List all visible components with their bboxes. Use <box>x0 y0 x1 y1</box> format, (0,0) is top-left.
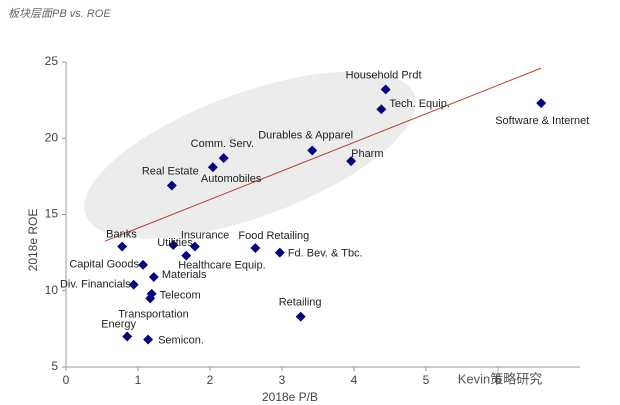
watermark: Kevin策略研究 <box>458 371 543 386</box>
point-label: Software & Internet <box>495 115 589 127</box>
point <box>143 334 154 345</box>
x-tick-label: 3 <box>279 373 286 387</box>
point <box>189 241 200 252</box>
point-label: Banks <box>106 228 137 240</box>
point-label: Insurance <box>181 229 229 241</box>
x-tick-label: 6 <box>495 373 502 387</box>
point-label: Comm. Serv. <box>191 138 254 150</box>
point-label: Fd. Bev. & Tbc. <box>288 248 363 260</box>
x-axis-label: 2018e P/B <box>262 390 318 404</box>
point-label: Automobiles <box>201 173 262 185</box>
point <box>145 293 156 304</box>
y-tick-label: 20 <box>45 130 59 144</box>
point <box>536 98 547 109</box>
point <box>181 250 192 261</box>
point-label: Capital Goods <box>69 259 139 271</box>
point-label: Utilities <box>157 237 193 249</box>
point-label: Durables & Apparel <box>258 129 353 141</box>
trendline <box>104 67 542 242</box>
x-tick-label: 4 <box>351 373 358 387</box>
point <box>148 272 159 282</box>
point-label: Food Retailing <box>238 230 309 242</box>
x-tick-label: 2 <box>207 373 214 387</box>
x-tick-label: 0 <box>63 373 70 387</box>
y-axis-label: 2018e ROE <box>26 209 40 272</box>
point <box>168 240 179 250</box>
point-label: Real Estate <box>142 165 199 177</box>
y-tick-label: 25 <box>45 54 59 68</box>
y-tick-label: 5 <box>51 359 58 373</box>
highlight-ellipse <box>84 71 416 239</box>
point-label: Semicon. <box>158 334 204 346</box>
point-label: Materials <box>162 269 207 281</box>
point <box>346 156 357 167</box>
point-label: Tech. Equip. <box>389 98 450 110</box>
y-tick-label: 10 <box>45 283 59 297</box>
point-label: Transportation <box>118 308 189 320</box>
point <box>207 162 218 173</box>
y-tick-label: 15 <box>45 207 59 221</box>
point-label: Telecom <box>160 290 201 302</box>
point-label: Energy <box>101 318 136 330</box>
point <box>166 180 177 191</box>
chart-title: 板块层面PB vs. ROE <box>8 7 111 20</box>
point <box>218 153 229 164</box>
point <box>138 259 148 270</box>
point <box>122 331 133 342</box>
x-tick-label: 5 <box>423 373 430 387</box>
point <box>307 145 318 156</box>
point <box>250 243 261 253</box>
point-label: Div. Financials <box>60 279 131 291</box>
point-label: Healthcare Equip. <box>178 260 265 272</box>
point-label: Household Prdt <box>346 69 422 81</box>
x-tick-label: 1 <box>135 373 142 387</box>
point <box>117 241 128 252</box>
point <box>128 279 139 290</box>
point-label: Pharm <box>351 148 383 160</box>
point <box>295 311 306 322</box>
point-label: Retailing <box>279 297 322 309</box>
point <box>274 247 285 258</box>
